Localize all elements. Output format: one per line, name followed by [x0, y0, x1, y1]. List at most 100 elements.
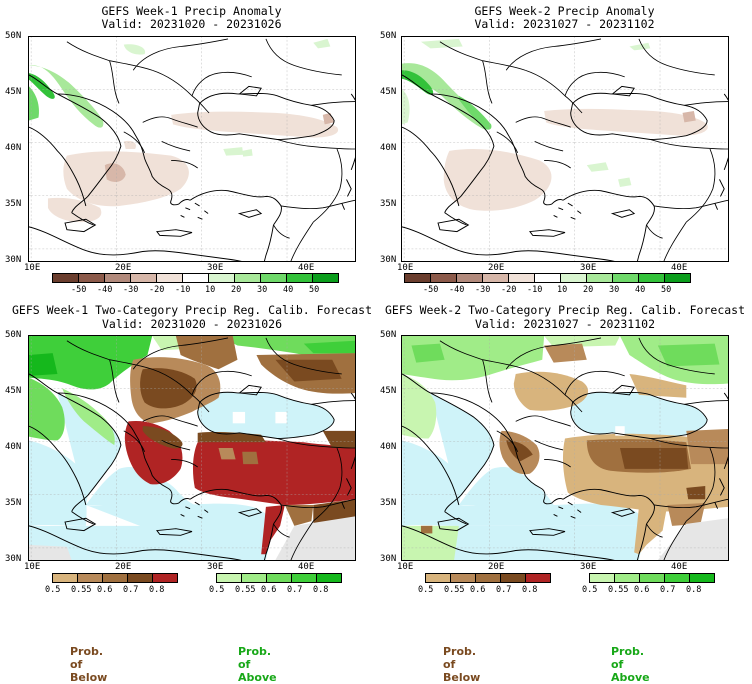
- colorbar-label: 0.6: [634, 585, 650, 595]
- colorbar-swatch: [664, 273, 691, 283]
- colorbar-label: 50: [661, 285, 672, 295]
- lat-label: 50N: [380, 31, 397, 41]
- prob-above-label: Prob. of Above: [238, 645, 277, 684]
- lon-label: 10E: [397, 263, 414, 273]
- colorbar-swatch: [156, 273, 183, 283]
- colorbar-swatch: [508, 273, 535, 283]
- map-week2-probability: [401, 335, 729, 561]
- panel-title: GEFS Week-2 Precip Anomaly: [474, 4, 655, 18]
- colorbar-swatch: [130, 273, 157, 283]
- colorbar-label: -50: [71, 285, 87, 295]
- colorbar-label: 0.6: [261, 585, 277, 595]
- lat-label: 40N: [380, 143, 397, 153]
- colorbar-label: -20: [149, 285, 165, 295]
- colorbar-label: 0.55: [71, 585, 92, 595]
- colorbar-swatch: [482, 273, 509, 283]
- lon-label: 20E: [488, 263, 505, 273]
- colorbar-label: 0.55: [235, 585, 256, 595]
- colorbar-label: 30: [609, 285, 620, 295]
- colorbar-label: 0.7: [660, 585, 676, 595]
- colorbar-swatch: [182, 273, 209, 283]
- colorbar-swatch: [127, 573, 153, 583]
- lat-label: 35N: [5, 199, 22, 209]
- panel-title: GEFS Week-2 Two-Category Precip Reg. Cal…: [384, 303, 746, 317]
- colorbar-swatch: [689, 573, 715, 583]
- colorbar-label: 0.6: [97, 585, 113, 595]
- colorbar-label: 0.5: [209, 585, 225, 595]
- colorbar-swatch: [102, 573, 128, 583]
- colorbar-swatch: [260, 273, 287, 283]
- prob-above-label: Prob. of Above: [611, 645, 650, 684]
- lon-label: 30E: [207, 263, 224, 273]
- colorbar-swatch: [589, 573, 615, 583]
- colorbar-swatch: [534, 273, 561, 283]
- colorbar-swatch: [430, 273, 457, 283]
- colorbar-label: -40: [449, 285, 465, 295]
- lon-label: 30E: [207, 562, 224, 572]
- lon-label: 20E: [115, 263, 132, 273]
- lon-label: 10E: [24, 263, 41, 273]
- colorbar-label: 10: [205, 285, 216, 295]
- colorbar-swatch: [312, 273, 339, 283]
- lon-label: 30E: [580, 562, 597, 572]
- lat-label: 40N: [5, 442, 22, 452]
- colorbar-swatch: [52, 273, 79, 283]
- colorbar-label: 0.8: [522, 585, 538, 595]
- lat-label: 50N: [380, 330, 397, 340]
- lat-label: 45N: [5, 386, 22, 396]
- lat-label: 30N: [5, 554, 22, 564]
- lon-label: 30E: [580, 263, 597, 273]
- panel-title: GEFS Week-1 Two-Category Precip Reg. Cal…: [11, 303, 373, 317]
- colorbar-swatch: [52, 573, 78, 583]
- panel-valid-dates: Valid: 20231027 - 20231102: [474, 17, 655, 31]
- prob-below-label: Prob. of Below: [443, 645, 481, 684]
- colorbar-label: -40: [97, 285, 113, 295]
- above-colorbar: [216, 573, 342, 583]
- colorbar-swatch: [612, 273, 639, 283]
- colorbar-swatch: [216, 573, 242, 583]
- panel-valid-dates: Valid: 20231020 - 20231026: [101, 317, 282, 331]
- colorbar-swatch: [614, 573, 640, 583]
- colorbar-swatch: [78, 273, 105, 283]
- lat-label: 40N: [5, 143, 22, 153]
- lat-label: 30N: [380, 255, 397, 265]
- below-colorbar: [52, 573, 178, 583]
- colorbar-swatch: [266, 573, 292, 583]
- panel-valid-dates: Valid: 20231020 - 20231026: [101, 17, 282, 31]
- lon-label: 40E: [298, 562, 315, 572]
- lon-label: 40E: [671, 562, 688, 572]
- below-colorbar: [425, 573, 551, 583]
- colorbar-label: 0.5: [45, 585, 61, 595]
- lon-label: 40E: [298, 263, 315, 273]
- colorbar-label: 0.6: [470, 585, 486, 595]
- colorbar-label: 30: [257, 285, 268, 295]
- above-colorbar: [589, 573, 715, 583]
- colorbar-label: 40: [635, 285, 646, 295]
- lat-label: 35N: [380, 498, 397, 508]
- colorbar-swatch: [286, 273, 313, 283]
- colorbar-swatch: [208, 273, 235, 283]
- colorbar-swatch: [475, 573, 501, 583]
- anomaly-colorbar: [404, 273, 691, 283]
- colorbar-swatch: [560, 273, 587, 283]
- lat-label: 50N: [5, 31, 22, 41]
- colorbar-label: -30: [123, 285, 139, 295]
- lon-label: 20E: [115, 562, 132, 572]
- colorbar-label: 0.5: [582, 585, 598, 595]
- colorbar-swatch: [638, 273, 665, 283]
- colorbar-label: -10: [175, 285, 191, 295]
- colorbar-label: 0.8: [149, 585, 165, 595]
- colorbar-swatch: [316, 573, 342, 583]
- colorbar-swatch: [456, 273, 483, 283]
- colorbar-label: 0.7: [123, 585, 139, 595]
- lat-label: 50N: [5, 330, 22, 340]
- colorbar-label: 0.55: [444, 585, 465, 595]
- colorbar-swatch: [404, 273, 431, 283]
- colorbar-swatch: [425, 573, 451, 583]
- map-week1-probability: [28, 335, 356, 561]
- colorbar-label: 50: [309, 285, 320, 295]
- colorbar-label: 0.7: [287, 585, 303, 595]
- colorbar-swatch: [291, 573, 317, 583]
- colorbar-swatch: [234, 273, 261, 283]
- colorbar-label: 20: [231, 285, 242, 295]
